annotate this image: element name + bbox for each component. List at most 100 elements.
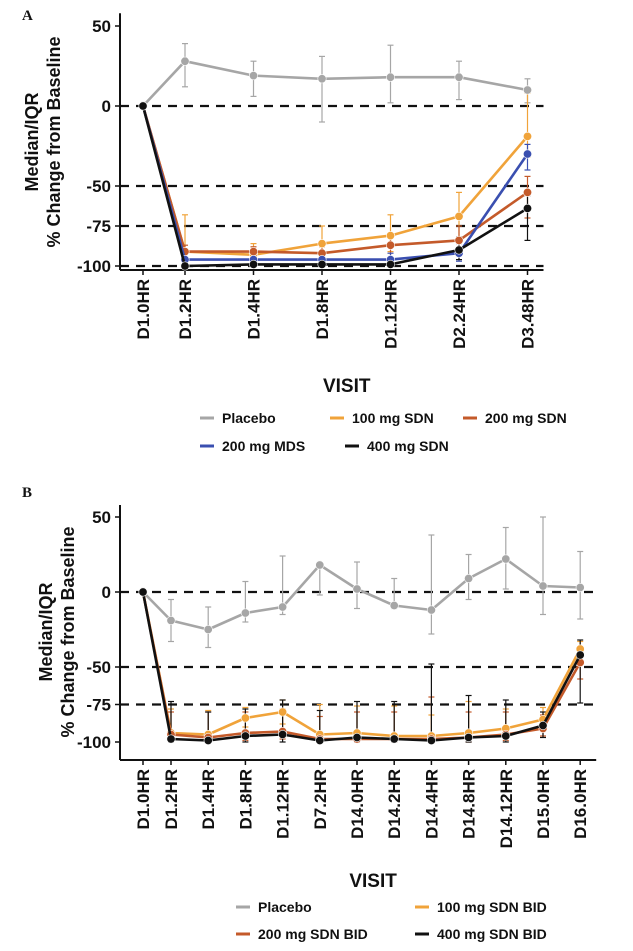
x-tick-label: D1.8HR xyxy=(313,279,332,339)
data-point xyxy=(278,707,288,717)
data-point xyxy=(385,231,395,241)
x-tick-label: D7.2HR xyxy=(311,769,330,829)
x-tick-label: D1.4HR xyxy=(199,769,218,829)
x-tick-label: D16.0HR xyxy=(571,769,590,839)
y-tick-label: -50 xyxy=(86,658,111,677)
series-line xyxy=(141,105,529,255)
data-point xyxy=(315,560,325,570)
y-tick-label: 0 xyxy=(102,97,111,116)
data-point xyxy=(464,732,474,742)
legend-entry: 200 mg SDN xyxy=(485,410,567,426)
data-point xyxy=(501,731,511,741)
data-point xyxy=(203,624,213,634)
x-tick-label: D15.0HR xyxy=(534,769,553,839)
x-tick-label: D14.2HR xyxy=(385,769,404,839)
y-tick-label: -100 xyxy=(77,733,111,752)
data-point xyxy=(317,259,327,269)
data-point xyxy=(389,600,399,610)
x-tick-label: D1.8HR xyxy=(236,769,255,829)
data-point xyxy=(278,602,288,612)
data-point xyxy=(138,587,148,597)
data-point xyxy=(240,731,250,741)
panel-label: B xyxy=(22,485,32,501)
y-tick-label: 0 xyxy=(102,583,111,602)
series-line xyxy=(141,105,529,261)
x-tick-label: D2.24HR xyxy=(450,279,469,349)
data-point xyxy=(454,235,464,245)
data-point xyxy=(317,239,327,249)
data-point xyxy=(278,729,288,739)
data-point xyxy=(138,101,148,111)
y-tick-label: 50 xyxy=(92,17,111,36)
data-point xyxy=(249,259,259,269)
x-tick-label: D1.12HR xyxy=(274,769,293,839)
legend-entry: 100 mg SDN BID xyxy=(437,899,547,915)
data-point xyxy=(389,734,399,744)
panel-label: A xyxy=(22,8,33,24)
data-point xyxy=(249,71,259,81)
x-tick-label: D1.0HR xyxy=(134,279,153,339)
y-tick-label: 50 xyxy=(92,508,111,527)
data-point xyxy=(352,584,362,594)
legend-entry: Placebo xyxy=(222,410,276,426)
data-point xyxy=(166,734,176,744)
y-axis-label: % Change from Baseline xyxy=(58,526,78,737)
legend-entry: 200 mg MDS xyxy=(222,438,305,454)
chart-panel-a: A 50 0 -50 -75 -100 Median/IQR% Change from Ba… xyxy=(22,8,567,454)
data-point xyxy=(426,735,436,745)
data-point xyxy=(180,261,190,271)
data-point xyxy=(522,131,532,141)
x-axis-label: VISIT xyxy=(323,376,371,397)
data-point xyxy=(317,74,327,84)
series-line xyxy=(142,59,528,107)
data-point xyxy=(464,573,474,583)
y-axis-label: Median/IQR xyxy=(36,582,56,681)
data-point xyxy=(240,608,250,618)
data-point xyxy=(166,615,176,625)
x-tick-label: D14.0HR xyxy=(348,769,367,839)
data-point xyxy=(501,554,511,564)
x-tick-label: D1.2HR xyxy=(162,769,181,829)
data-point xyxy=(249,247,259,257)
chart-panel-b: B 50 0 -50 -75 -100 Median/IQR% Change from Ba… xyxy=(22,485,597,942)
data-point xyxy=(522,149,532,159)
x-axis-label: VISIT xyxy=(349,871,397,892)
x-tick-label: D1.12HR xyxy=(382,279,401,349)
x-tick-label: D14.8HR xyxy=(460,769,479,839)
x-tick-label: D1.4HR xyxy=(245,279,264,339)
x-tick-label: D1.2HR xyxy=(176,279,195,339)
y-tick-label: -75 xyxy=(86,217,111,236)
legend-entry: Placebo xyxy=(258,899,312,915)
data-point xyxy=(203,735,213,745)
data-point xyxy=(352,732,362,742)
data-point xyxy=(538,581,548,591)
data-point xyxy=(454,211,464,221)
y-axis-label: Median/IQR xyxy=(22,92,42,191)
data-point xyxy=(454,72,464,82)
data-point xyxy=(522,203,532,213)
x-tick-label: D14.4HR xyxy=(422,769,441,839)
data-point xyxy=(240,713,250,723)
legend-entry: 100 mg SDN xyxy=(352,410,434,426)
y-tick-label: -50 xyxy=(86,177,111,196)
data-point xyxy=(180,56,190,66)
y-tick-label: -100 xyxy=(77,257,111,276)
legend-entry: 400 mg SDN BID xyxy=(437,926,547,942)
data-point xyxy=(538,720,548,730)
data-point xyxy=(385,259,395,269)
legend-entry: 400 mg SDN xyxy=(367,438,449,454)
y-tick-label: -75 xyxy=(86,696,111,715)
x-tick-label: D1.0HR xyxy=(134,769,153,829)
data-point xyxy=(385,72,395,82)
data-point xyxy=(522,85,532,95)
data-point xyxy=(522,187,532,197)
data-point xyxy=(315,735,325,745)
data-point xyxy=(426,605,436,615)
x-tick-label: D3.48HR xyxy=(519,279,538,349)
data-point xyxy=(454,245,464,255)
data-point xyxy=(385,240,395,250)
y-axis-label: % Change from Baseline xyxy=(44,36,64,247)
legend-entry: 200 mg SDN BID xyxy=(258,926,368,942)
x-tick-label: D14.12HR xyxy=(497,769,516,848)
